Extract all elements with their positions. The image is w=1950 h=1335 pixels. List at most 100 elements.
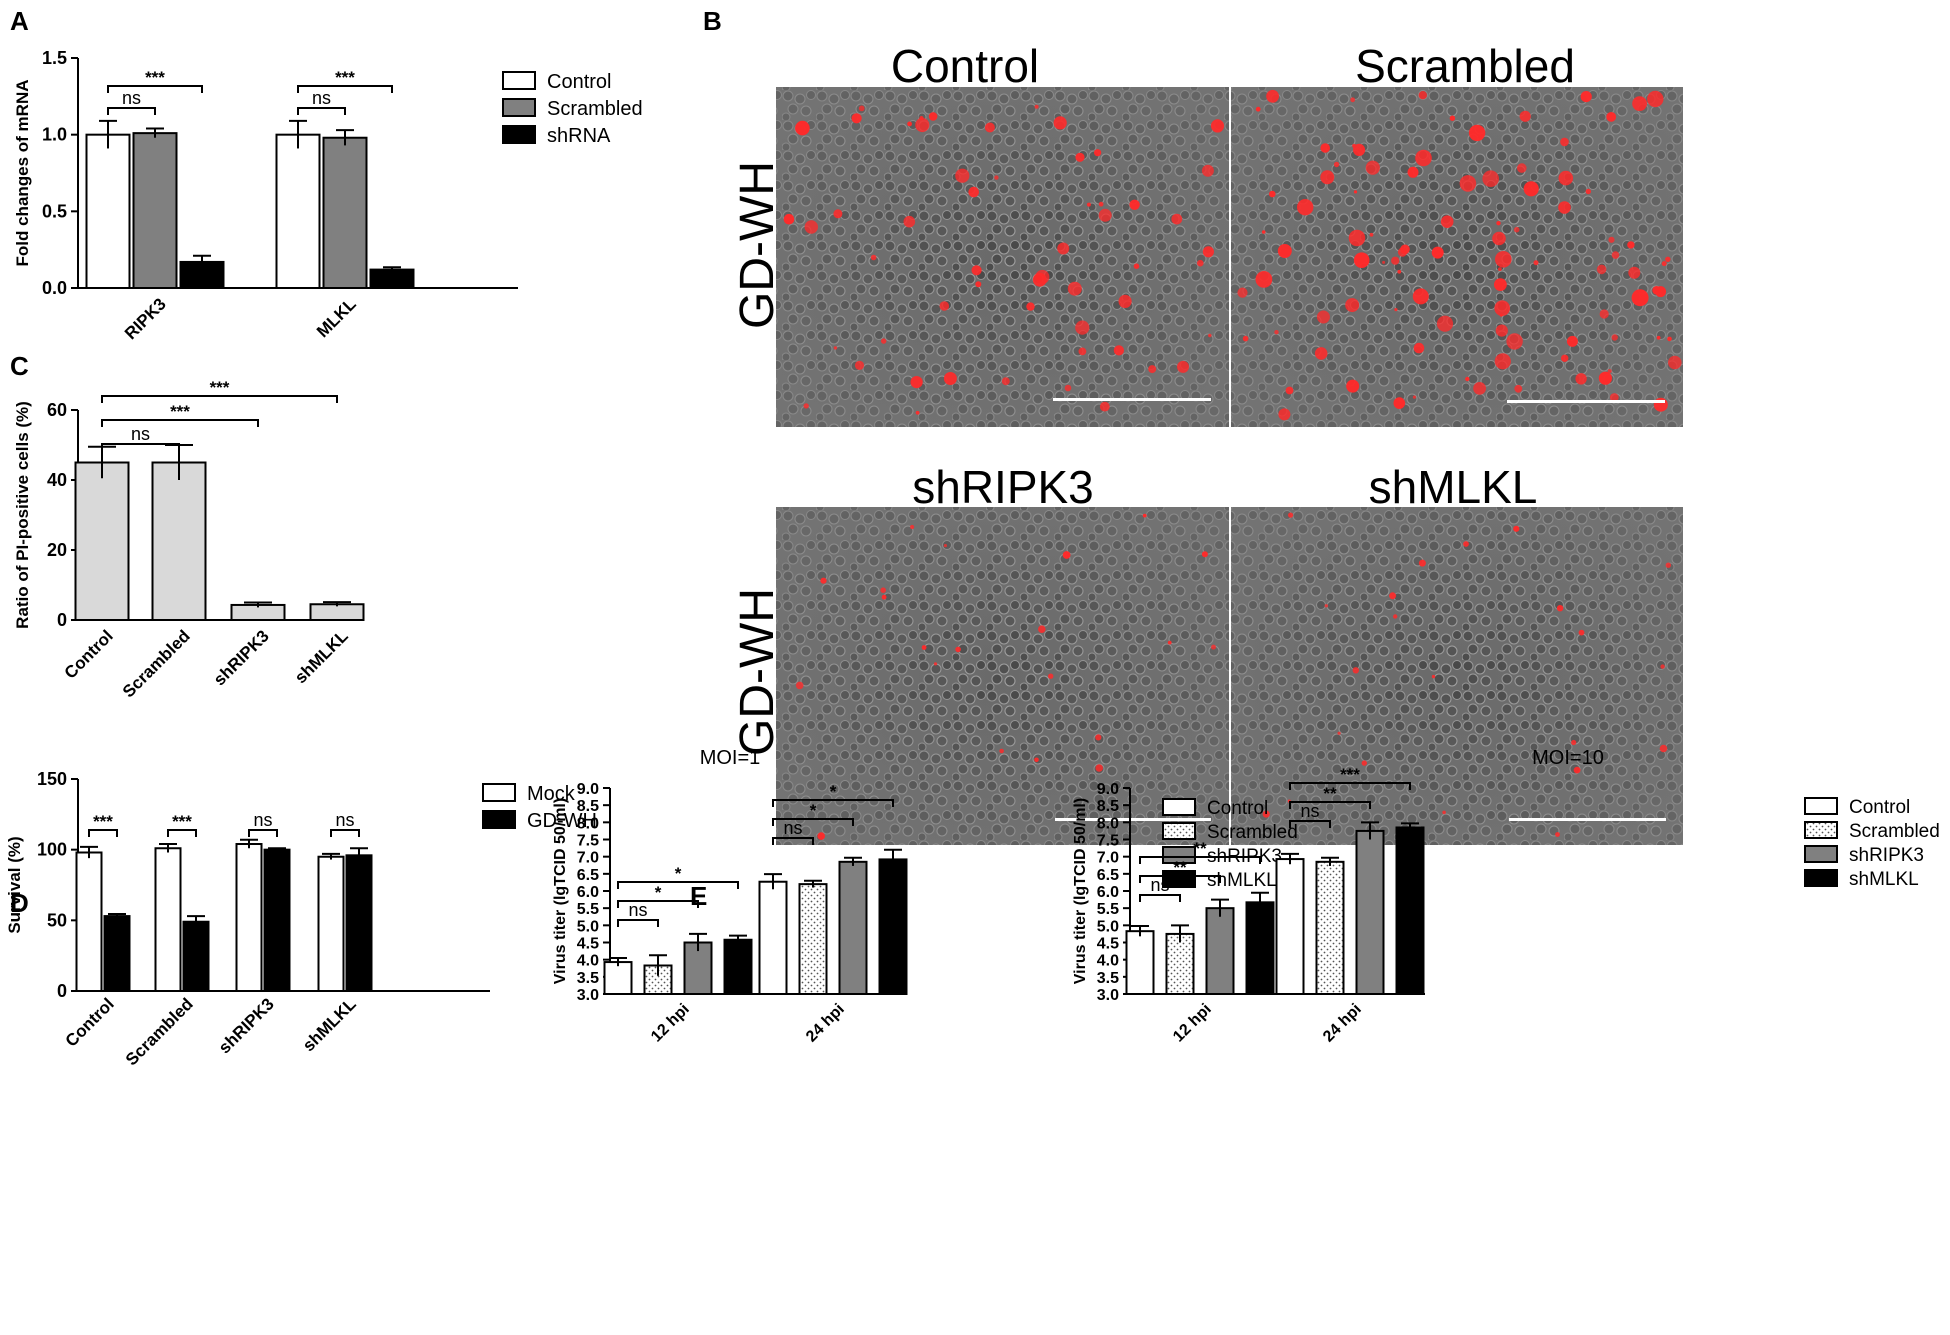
fluorescent-spot: [1210, 119, 1225, 133]
fluorescent-spot: [1578, 629, 1585, 636]
category-label: 24 hpi: [1320, 1001, 1365, 1046]
fluorescent-spot: [1465, 376, 1470, 382]
chart-e-moi1: 3.03.54.04.55.05.56.06.57.07.58.08.59.0V…: [552, 747, 1298, 1046]
bar: [154, 847, 182, 993]
fluorescent-spot: [1171, 213, 1183, 225]
fluorescent-spot: [1611, 334, 1618, 341]
significance-bracket: [1139, 875, 1221, 883]
fluorescent-spot: [833, 346, 838, 350]
fluorescent-spot: [955, 168, 970, 183]
fluorescent-spot: [1412, 288, 1429, 305]
fluorescent-spot: [1558, 201, 1571, 214]
fluorescent-spot: [870, 254, 877, 261]
fluorescent-spot: [939, 301, 950, 311]
y-tick-label: 6.0: [577, 884, 599, 901]
legend-label: Scrambled: [1849, 821, 1940, 842]
significance-bracket: [330, 829, 360, 837]
fluorescent-spot: [984, 122, 995, 133]
fluorescent-spot: [1369, 232, 1374, 237]
fluorescent-spot: [1494, 353, 1511, 370]
fluorescent-spot: [1596, 264, 1607, 275]
fluorescent-spot: [1382, 260, 1386, 264]
fluorescent-spot: [910, 376, 923, 389]
y-tick-label: 9.0: [1097, 781, 1119, 798]
fluorescent-spot: [1113, 345, 1124, 356]
bar: [322, 136, 368, 289]
fluorescent-spot: [1560, 137, 1569, 147]
fluorescent-spot: [1346, 379, 1360, 393]
fluorescent-spot: [1277, 244, 1292, 258]
fluorescent-spot: [1468, 124, 1486, 142]
y-tick-label: 0: [57, 610, 67, 630]
significance-bracket: [1289, 782, 1411, 790]
fluorescent-spot: [1320, 143, 1330, 153]
significance-label: **: [1173, 858, 1187, 877]
chart-e-moi10: 3.03.54.04.55.05.56.06.57.07.58.08.59.0 V…: [1072, 747, 1940, 1046]
bar: [1245, 901, 1275, 996]
fluorescent-spot: [921, 645, 927, 650]
y-tick-label: 60: [47, 400, 67, 420]
significance-label: ***: [210, 378, 230, 397]
panel-label-a: A: [10, 6, 29, 36]
legend-label: Scrambled: [547, 98, 643, 120]
y-tick-label: 100: [37, 840, 67, 860]
category-label: shMLKL: [291, 626, 352, 687]
significance-label: ns: [335, 810, 354, 830]
micrograph-row-label-top: GD-WH: [731, 161, 784, 329]
micrograph-title-control: Control: [891, 40, 1039, 92]
fluorescent-spot: [1566, 335, 1578, 347]
significance-label: *: [675, 864, 682, 883]
y-tick-label: 4.0: [577, 953, 599, 970]
fluorescent-spot: [943, 372, 957, 385]
legend-label: Control: [547, 71, 611, 93]
y-tick-label: 7.0: [577, 850, 599, 867]
fluorescent-spot: [803, 403, 809, 409]
significance-bracket: [101, 419, 259, 427]
fluorescent-spot: [943, 544, 948, 548]
significance-bracket: [1289, 801, 1371, 809]
fluorescent-spot: [1348, 229, 1366, 247]
fluorescent-spot: [1556, 605, 1564, 612]
category-label: Control: [62, 994, 118, 1050]
category-label: Scrambled: [122, 994, 197, 1069]
fluorescent-spot: [1333, 161, 1340, 168]
significance-label: ***: [145, 68, 165, 87]
category-label: 12 hpi: [1170, 1001, 1215, 1046]
y-tick-label: 8.0: [577, 815, 599, 832]
y-tick-label: 6.5: [1097, 867, 1119, 884]
legend-label: Control: [1207, 798, 1268, 819]
fluorescent-spot: [1660, 664, 1665, 669]
significance-bracket: [167, 829, 197, 837]
fluorescent-spot: [928, 112, 938, 121]
fluorescent-spot: [1652, 286, 1661, 295]
fluorescent-spot: [1585, 188, 1592, 195]
fluorescent-spot: [1337, 731, 1341, 735]
bar: [723, 938, 753, 996]
fluorescent-spot: [1197, 259, 1204, 267]
significance-bracket: [88, 829, 118, 837]
fluorescent-spot: [1599, 309, 1609, 319]
fluorescent-spot: [1656, 335, 1661, 340]
fluorescent-spot: [820, 577, 827, 584]
bar: [75, 851, 103, 993]
fluorescent-spot: [1094, 149, 1102, 157]
fluorescent-spot: [1517, 163, 1527, 173]
y-tick-label: 5.5: [1097, 901, 1119, 918]
y-tick-label: 5.0: [577, 918, 599, 935]
bar: [758, 880, 788, 995]
y-tick-label: 0.5: [42, 201, 67, 221]
y-tick-label: 4.0: [1097, 953, 1119, 970]
bar: [263, 848, 291, 993]
fluorescent-spot: [1555, 832, 1560, 837]
significance-bracket: [248, 829, 278, 837]
significance-label: ***: [170, 402, 190, 421]
significance-bracket: [772, 837, 814, 845]
significance-label: ***: [172, 812, 192, 831]
fluorescent-spot: [1095, 734, 1102, 741]
fluorescent-spot: [1653, 397, 1668, 412]
fluorescent-spot: [1324, 604, 1329, 608]
micrograph-image-shmlkl: [1231, 507, 1683, 845]
fluorescent-spot: [1609, 393, 1619, 402]
fluorescent-spot: [1098, 208, 1112, 222]
fluorescent-spot: [975, 281, 982, 288]
